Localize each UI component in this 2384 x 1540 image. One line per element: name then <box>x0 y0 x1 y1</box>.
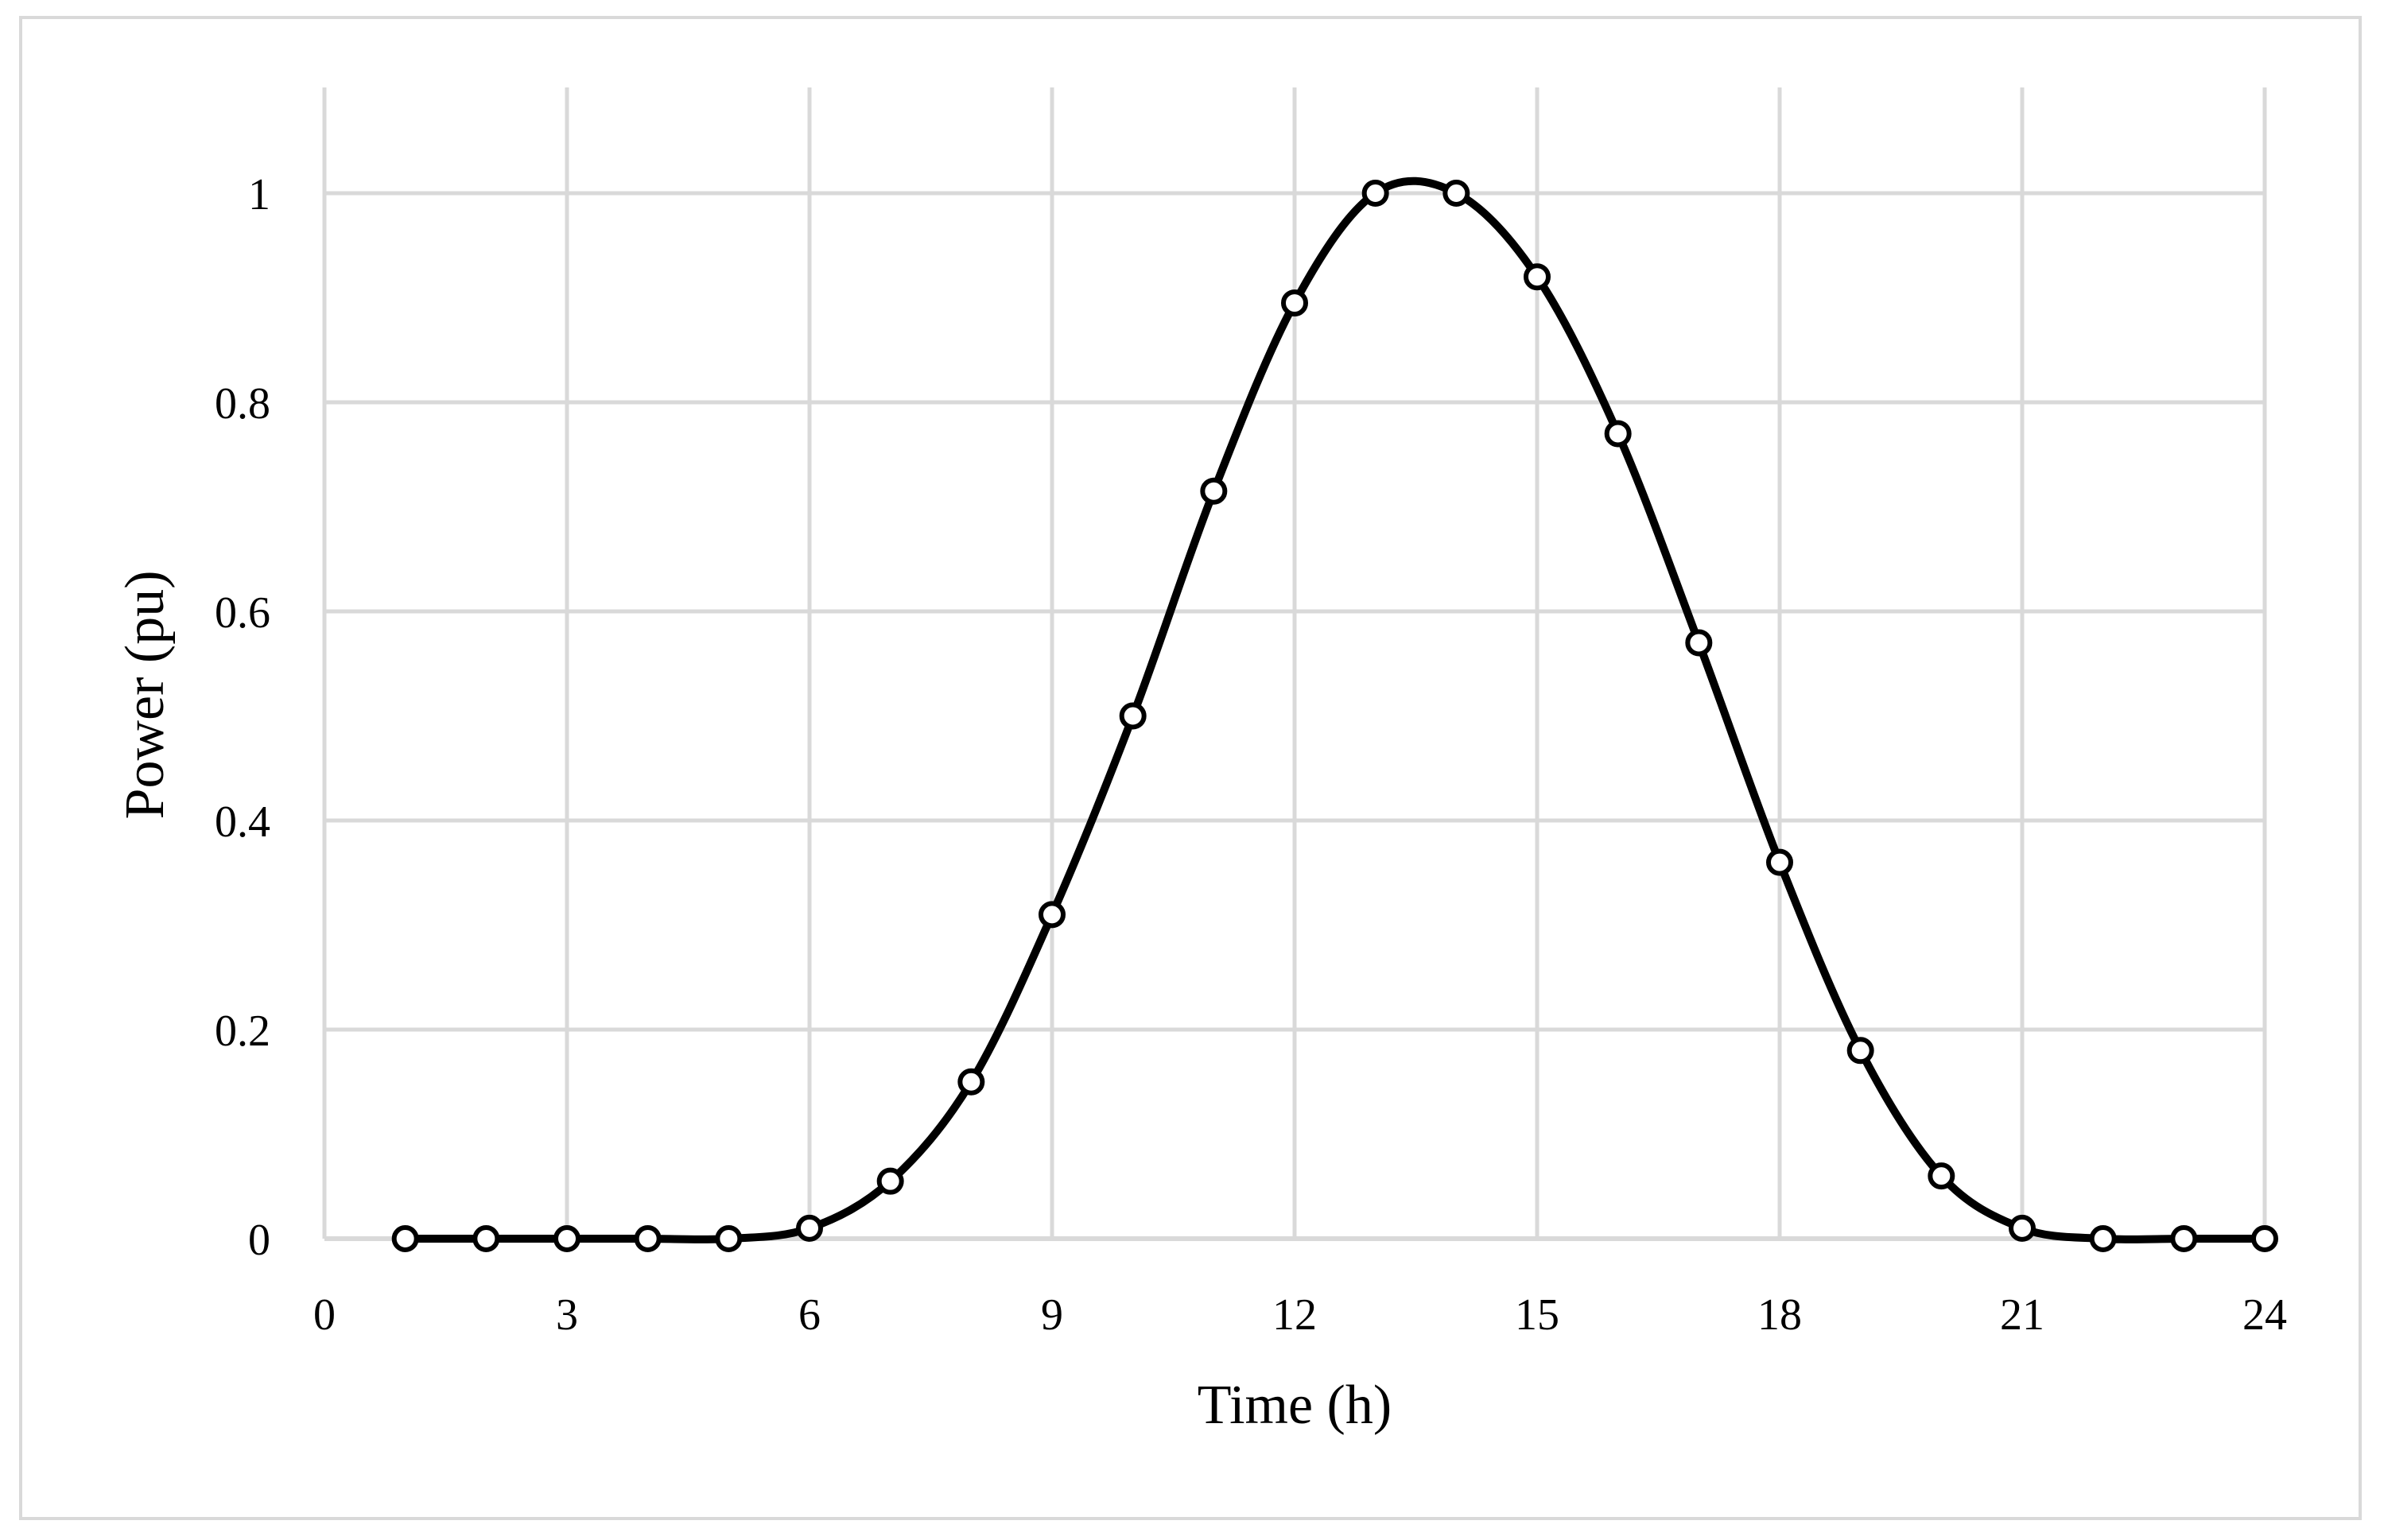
data-point <box>1928 1162 1955 1190</box>
x-axis-title: Time (h) <box>1198 1375 1392 1436</box>
x-tick-label: 24 <box>2242 1290 2287 1340</box>
data-point <box>1524 263 1551 291</box>
data-point <box>1766 848 1793 876</box>
data-point <box>1039 901 1066 929</box>
data-point <box>1200 477 1228 505</box>
grid-lines <box>322 87 2267 1241</box>
x-tick-labels: 0 3 6 9 12 15 18 21 24 <box>313 1290 2287 1340</box>
data-point <box>2009 1214 2036 1242</box>
data-point <box>957 1068 985 1096</box>
data-point <box>553 1225 580 1252</box>
data-point <box>796 1214 823 1242</box>
data-point <box>1846 1037 1874 1065</box>
data-point <box>2089 1225 2117 1252</box>
x-tick-label: 9 <box>1041 1290 1063 1340</box>
data-point <box>2170 1225 2198 1252</box>
chart-frame <box>19 16 2362 1520</box>
x-tick-label: 6 <box>798 1290 821 1340</box>
x-tick-label: 3 <box>556 1290 578 1340</box>
x-tick-label: 21 <box>2000 1290 2044 1340</box>
data-point <box>876 1167 904 1195</box>
data-point <box>1604 420 1632 448</box>
y-axis-title: Power (pu) <box>115 571 176 820</box>
data-point <box>1119 702 1147 730</box>
data-points <box>391 180 2278 1252</box>
data-point <box>1281 289 1308 317</box>
y-tick-label: 0.2 <box>215 1007 270 1056</box>
data-point <box>634 1225 662 1252</box>
data-point <box>1442 180 1470 207</box>
x-tick-label: 15 <box>1515 1290 1559 1340</box>
data-point <box>715 1225 743 1252</box>
data-point <box>1361 180 1389 207</box>
x-tick-label: 18 <box>1757 1290 1802 1340</box>
y-tick-label: 0.8 <box>215 379 270 429</box>
y-tick-label: 0.4 <box>215 797 270 847</box>
data-point <box>391 1225 419 1252</box>
y-tick-label: 1 <box>248 170 270 219</box>
x-tick-label: 12 <box>1272 1290 1317 1340</box>
x-tick-label: 0 <box>313 1290 336 1340</box>
data-point <box>472 1225 500 1252</box>
data-point <box>1685 629 1713 657</box>
y-tick-label: 0 <box>248 1216 270 1265</box>
y-tick-label: 0.6 <box>215 588 270 638</box>
series-line <box>405 176 2265 1243</box>
data-point <box>2251 1225 2278 1252</box>
y-tick-labels: 0 0.2 0.4 0.6 0.8 1 <box>215 170 270 1265</box>
